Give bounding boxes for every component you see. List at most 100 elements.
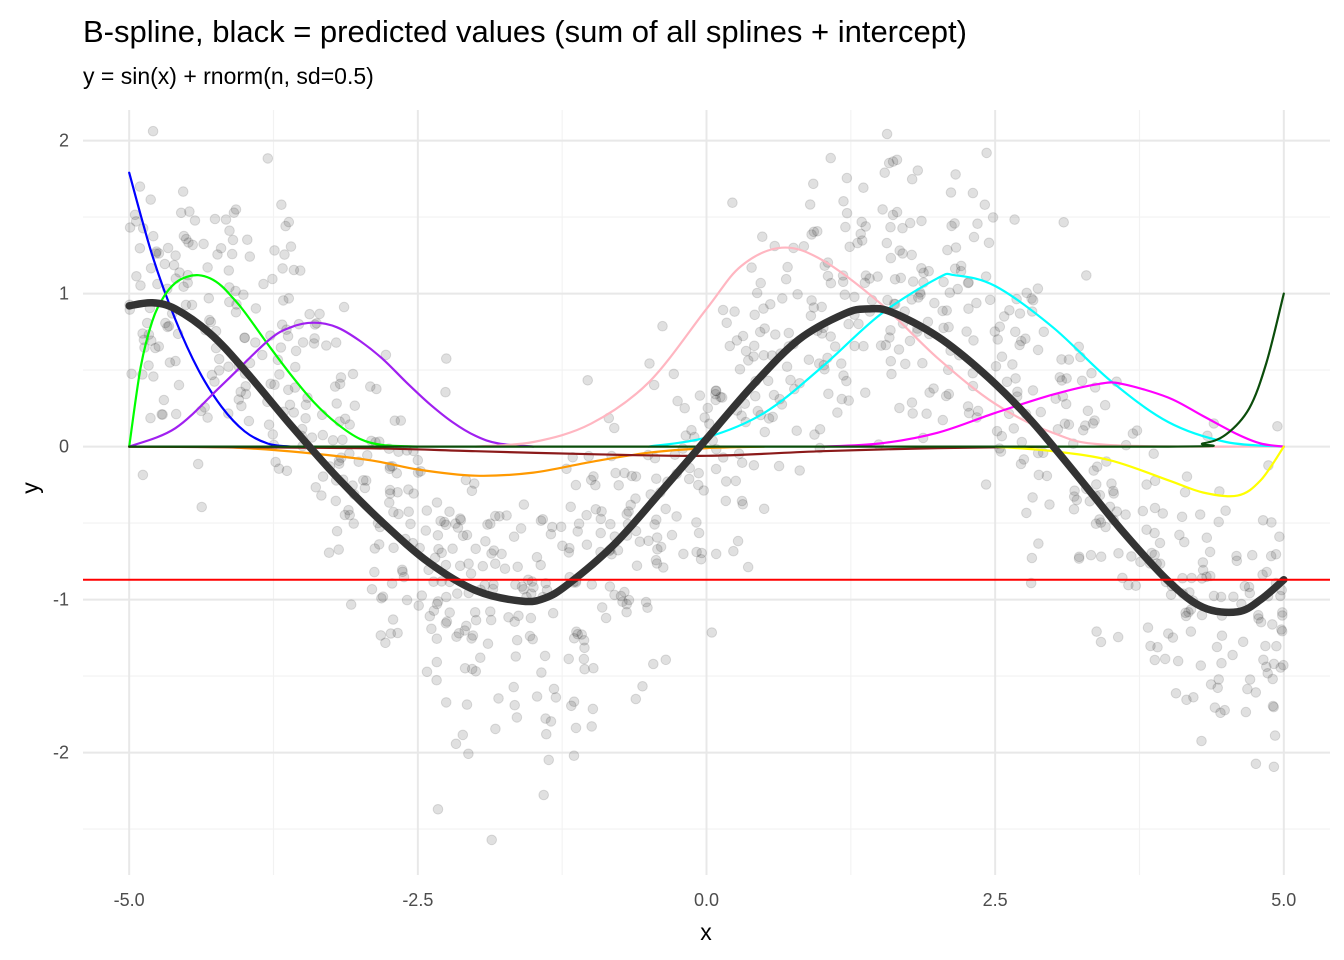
data-point xyxy=(626,470,638,482)
data-point xyxy=(463,748,474,760)
data-point xyxy=(513,610,524,622)
data-point xyxy=(893,344,905,355)
data-point xyxy=(728,545,739,557)
data-point xyxy=(652,544,663,555)
data-point xyxy=(137,328,148,339)
data-point xyxy=(1027,295,1039,306)
data-point xyxy=(386,578,398,589)
data-point xyxy=(805,310,817,322)
data-point xyxy=(717,304,729,316)
data-point xyxy=(1209,702,1221,713)
data-point xyxy=(550,692,562,703)
data-point xyxy=(1174,529,1185,541)
data-point xyxy=(182,277,193,289)
data-point xyxy=(1261,566,1272,578)
data-point xyxy=(145,194,156,205)
data-point xyxy=(1149,527,1160,539)
data-point xyxy=(921,408,932,420)
data-point xyxy=(431,656,443,668)
data-point xyxy=(822,270,834,282)
data-point xyxy=(545,528,557,540)
data-point xyxy=(1261,661,1272,673)
data-point xyxy=(563,653,575,665)
data-point xyxy=(183,237,194,248)
data-point xyxy=(1060,398,1072,410)
data-point xyxy=(436,547,448,559)
data-point xyxy=(565,501,577,513)
data-point xyxy=(987,212,999,223)
data-point xyxy=(736,495,748,507)
data-point xyxy=(162,321,173,333)
data-point xyxy=(1149,549,1160,561)
data-point xyxy=(1244,587,1256,599)
data-point xyxy=(163,320,175,332)
data-point xyxy=(148,230,159,242)
data-point xyxy=(1044,499,1055,510)
data-point xyxy=(1094,514,1105,525)
data-point xyxy=(466,633,477,644)
data-point xyxy=(283,384,294,396)
data-point xyxy=(467,630,479,641)
data-point xyxy=(1149,654,1161,666)
data-point xyxy=(447,543,458,555)
data-point xyxy=(1117,572,1128,584)
data-point xyxy=(849,340,860,352)
data-point xyxy=(278,295,289,306)
data-point xyxy=(540,713,551,724)
data-point xyxy=(683,473,695,485)
data-point xyxy=(137,469,149,481)
data-point xyxy=(588,662,599,674)
data-point xyxy=(1176,511,1188,523)
data-point xyxy=(470,614,482,626)
data-point xyxy=(816,301,828,313)
data-point xyxy=(1177,572,1188,584)
data-point xyxy=(238,289,249,301)
data-point xyxy=(806,229,817,240)
data-point xyxy=(233,394,245,405)
data-point xyxy=(469,607,481,618)
data-point xyxy=(727,197,738,208)
data-point xyxy=(457,729,469,741)
data-point xyxy=(384,488,396,499)
data-point xyxy=(1275,590,1286,602)
data-point xyxy=(749,309,761,321)
x-tick-label: -2.5 xyxy=(402,890,433,910)
data-point xyxy=(1188,692,1199,703)
data-point xyxy=(265,378,277,390)
data-point xyxy=(906,173,918,185)
data-point xyxy=(244,251,256,262)
data-point xyxy=(490,510,501,522)
data-point xyxy=(453,628,465,639)
data-point xyxy=(457,530,469,542)
data-point xyxy=(720,476,732,487)
data-point xyxy=(308,338,320,349)
data-point xyxy=(300,399,312,411)
data-point xyxy=(1227,649,1238,661)
data-point xyxy=(571,626,582,638)
data-point xyxy=(297,337,309,348)
data-point xyxy=(524,630,536,642)
data-point xyxy=(615,590,627,602)
data-point xyxy=(720,495,732,507)
data-point xyxy=(1068,491,1080,502)
data-point xyxy=(1250,687,1262,698)
data-point xyxy=(339,509,351,521)
data-point xyxy=(220,214,232,225)
data-point xyxy=(570,722,582,734)
data-point xyxy=(864,273,875,284)
data-point xyxy=(148,371,159,382)
data-point xyxy=(578,653,590,665)
data-point xyxy=(657,320,668,332)
data-point xyxy=(991,425,1003,437)
data-point xyxy=(273,463,285,475)
data-point xyxy=(955,260,967,272)
data-point xyxy=(915,289,926,300)
data-point xyxy=(836,393,848,405)
data-point xyxy=(323,547,335,559)
data-point xyxy=(1130,580,1142,592)
data-point xyxy=(192,458,204,470)
data-point xyxy=(1231,555,1243,567)
data-point xyxy=(996,430,1008,442)
data-point xyxy=(942,364,954,376)
data-point xyxy=(651,514,662,526)
